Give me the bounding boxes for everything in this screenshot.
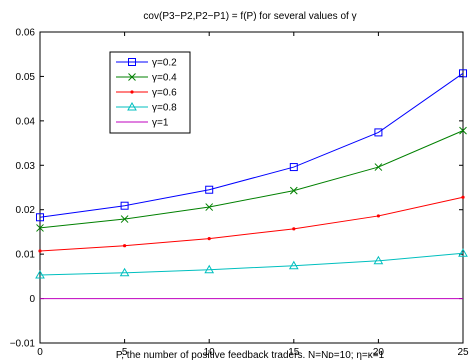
data-point bbox=[459, 69, 467, 78]
data-point bbox=[374, 128, 383, 137]
plot-area bbox=[39, 31, 464, 344]
data-point bbox=[374, 163, 383, 171]
legend-item: γ=0.8 bbox=[116, 101, 177, 114]
series-3 bbox=[38, 195, 465, 253]
y-tick-label: −0.01 bbox=[10, 339, 36, 350]
data-point bbox=[376, 214, 380, 218]
data-point bbox=[119, 267, 130, 277]
data-point bbox=[207, 236, 211, 241]
data-point bbox=[292, 227, 296, 231]
series-line bbox=[39, 130, 464, 229]
x-tick-label: 20 bbox=[373, 347, 385, 358]
legend-marker bbox=[128, 58, 136, 66]
y-tick-label: 0.02 bbox=[16, 205, 36, 216]
legend-marker bbox=[130, 90, 134, 94]
data-point bbox=[120, 215, 129, 223]
data-point bbox=[373, 255, 384, 265]
series-line bbox=[39, 196, 464, 252]
legend-item: γ=0.6 bbox=[116, 88, 177, 99]
series-2 bbox=[36, 126, 467, 232]
chart-title: cov(P3−P2,P2−P1) = f(P) for several valu… bbox=[143, 11, 356, 22]
data-point bbox=[289, 186, 298, 195]
x-tick-label: 5 bbox=[122, 347, 128, 358]
data-point bbox=[461, 195, 465, 199]
legend-label: γ=0.8 bbox=[152, 103, 177, 114]
y-tick-label: 0.03 bbox=[16, 161, 36, 172]
legend-label: γ=0.2 bbox=[152, 58, 177, 69]
series-line bbox=[39, 72, 464, 218]
legend-label: γ=0.4 bbox=[152, 73, 177, 84]
y-tick-label: 0.05 bbox=[16, 72, 36, 83]
legend-item: γ=0.2 bbox=[116, 58, 177, 69]
legend: γ=0.2 γ=0.4 γ=0.6 γ=0.8 γ=1 bbox=[109, 51, 191, 134]
x-tick-label: 25 bbox=[457, 347, 469, 358]
legend-marker bbox=[128, 73, 136, 81]
data-point bbox=[205, 185, 214, 194]
x-tick-label: 0 bbox=[37, 347, 43, 358]
data-point bbox=[458, 248, 468, 257]
data-point bbox=[288, 260, 299, 270]
data-point bbox=[36, 213, 44, 222]
y-tick-label: 0.04 bbox=[16, 116, 36, 127]
data-point bbox=[289, 163, 298, 172]
series-1 bbox=[36, 69, 467, 222]
series-4 bbox=[35, 248, 468, 279]
data-point bbox=[459, 126, 467, 135]
legend-marker bbox=[127, 101, 137, 111]
x-axis-label: P, the number of positive feedback trade… bbox=[116, 350, 385, 361]
legend-item: γ=1 bbox=[116, 118, 169, 129]
x-tick-label: 10 bbox=[204, 347, 216, 358]
data-point bbox=[120, 201, 129, 210]
data-point bbox=[35, 270, 45, 279]
data-point bbox=[38, 249, 42, 253]
data-point bbox=[205, 203, 214, 211]
legend-label: γ=0.6 bbox=[152, 88, 177, 99]
legend-item: γ=0.4 bbox=[116, 73, 177, 84]
data-point bbox=[204, 264, 215, 274]
data-point bbox=[123, 244, 127, 248]
data-point bbox=[36, 224, 44, 232]
y-tick-label: 0.06 bbox=[16, 28, 36, 39]
y-tick-label: 0.01 bbox=[16, 250, 36, 261]
y-tick-label: 0 bbox=[29, 294, 35, 305]
legend-label: γ=1 bbox=[152, 118, 169, 129]
series-layer bbox=[35, 69, 468, 300]
x-tick-label: 15 bbox=[288, 347, 300, 358]
series-line bbox=[39, 252, 464, 276]
